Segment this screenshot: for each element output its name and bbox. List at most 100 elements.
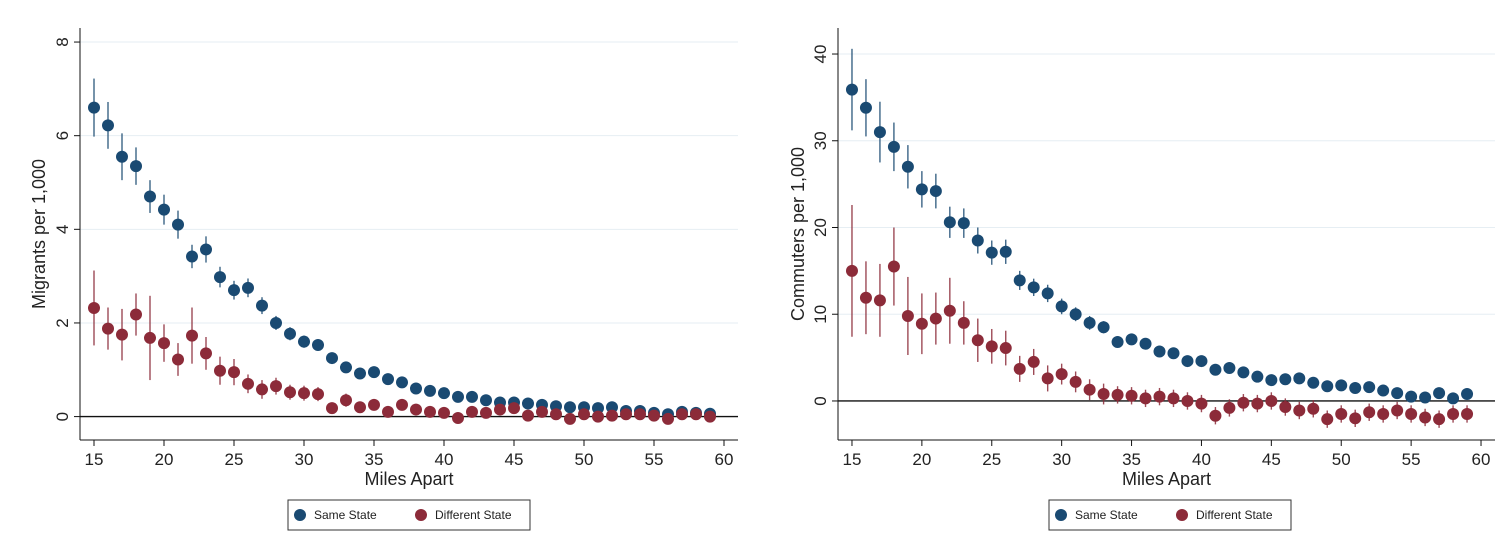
data-point — [845, 264, 858, 277]
data-point — [957, 316, 970, 329]
data-point — [1293, 372, 1306, 385]
data-point — [1083, 383, 1096, 396]
data-point — [1069, 308, 1082, 321]
data-point — [606, 409, 618, 422]
data-point — [971, 334, 984, 347]
y-tick-label: 20 — [811, 218, 830, 237]
data-point — [368, 398, 380, 411]
data-point — [466, 405, 478, 418]
data-point — [648, 409, 660, 422]
legend-marker — [415, 509, 427, 521]
data-point — [340, 394, 352, 407]
x-tick-label: 50 — [575, 450, 594, 469]
legend-label: Different State — [435, 508, 512, 522]
data-point — [1181, 394, 1194, 407]
y-tick-label: 8 — [53, 37, 72, 46]
data-point — [382, 373, 394, 386]
data-point — [1377, 384, 1390, 397]
data-point — [1307, 376, 1320, 389]
data-point — [859, 101, 872, 114]
x-tick-label: 60 — [1472, 450, 1491, 469]
legend-box — [287, 499, 531, 531]
data-point — [1139, 337, 1152, 350]
data-point — [915, 183, 928, 196]
data-point — [1097, 388, 1110, 401]
y-tick-label: 0 — [811, 396, 830, 405]
data-point — [382, 405, 394, 418]
data-point — [270, 316, 282, 329]
legend-label: Same State — [314, 508, 377, 522]
x-axis-title: Miles Apart — [364, 469, 453, 489]
data-point — [564, 412, 576, 425]
data-point — [1041, 287, 1054, 300]
x-tick-label: 35 — [365, 450, 384, 469]
data-point — [873, 294, 886, 307]
data-point — [1391, 404, 1404, 417]
data-point — [1405, 390, 1418, 403]
x-tick-label: 25 — [225, 450, 244, 469]
data-point — [172, 218, 184, 231]
x-tick-label: 15 — [843, 450, 862, 469]
x-tick-label: 30 — [1052, 450, 1071, 469]
commuters-chart: 0 10 20 30 40 15 20 25 30 35 40 45 50 55 60 Miles Apart… — [788, 28, 1495, 531]
data-point — [1013, 362, 1026, 375]
data-point — [1349, 412, 1362, 425]
legend: Same State Different State — [1048, 499, 1292, 531]
y-tick-label: 4 — [53, 225, 72, 234]
data-point — [1139, 392, 1152, 405]
data-point — [200, 243, 212, 256]
data-point — [410, 382, 422, 395]
data-point — [943, 216, 956, 229]
data-point — [494, 403, 506, 416]
data-point — [1153, 345, 1166, 358]
data-point — [1251, 397, 1264, 410]
data-point — [130, 308, 142, 321]
data-point — [578, 408, 590, 421]
data-point — [326, 352, 338, 365]
data-point — [480, 394, 492, 407]
data-point — [396, 398, 408, 411]
data-point — [1125, 333, 1138, 346]
data-point — [901, 309, 914, 322]
data-point — [536, 405, 548, 418]
data-point — [929, 312, 942, 325]
data-point — [929, 185, 942, 198]
data-point — [284, 327, 296, 340]
data-point — [242, 377, 254, 390]
legend-marker — [294, 509, 306, 521]
data-point — [704, 410, 716, 423]
data-point — [284, 386, 296, 399]
data-point — [1069, 375, 1082, 388]
data-point — [158, 337, 170, 350]
data-point — [1447, 392, 1460, 405]
data-point — [1433, 413, 1446, 426]
data-point — [340, 361, 352, 374]
data-point — [172, 353, 184, 366]
series-different-state — [845, 204, 1474, 428]
x-tick-label: 40 — [435, 450, 454, 469]
data-point — [550, 408, 562, 421]
data-point — [662, 412, 674, 425]
data-point — [1055, 368, 1068, 381]
data-point — [158, 203, 170, 216]
data-point — [354, 401, 366, 414]
data-point — [985, 340, 998, 353]
data-point — [88, 101, 100, 114]
data-point — [312, 388, 324, 401]
data-point — [424, 405, 436, 418]
data-point — [999, 245, 1012, 258]
data-point — [1041, 372, 1054, 385]
data-point — [1335, 407, 1348, 420]
data-point — [410, 403, 422, 416]
data-point — [1307, 402, 1320, 415]
x-tick-label: 60 — [715, 450, 734, 469]
data-point — [1279, 373, 1292, 386]
series-same-state — [88, 78, 716, 421]
data-point — [1377, 407, 1390, 420]
y-axis-title: Commuters per 1,000 — [788, 147, 808, 321]
data-point — [1321, 380, 1334, 393]
data-point — [1111, 388, 1124, 401]
data-point — [228, 366, 240, 379]
data-point — [1181, 355, 1194, 368]
data-point — [396, 376, 408, 389]
